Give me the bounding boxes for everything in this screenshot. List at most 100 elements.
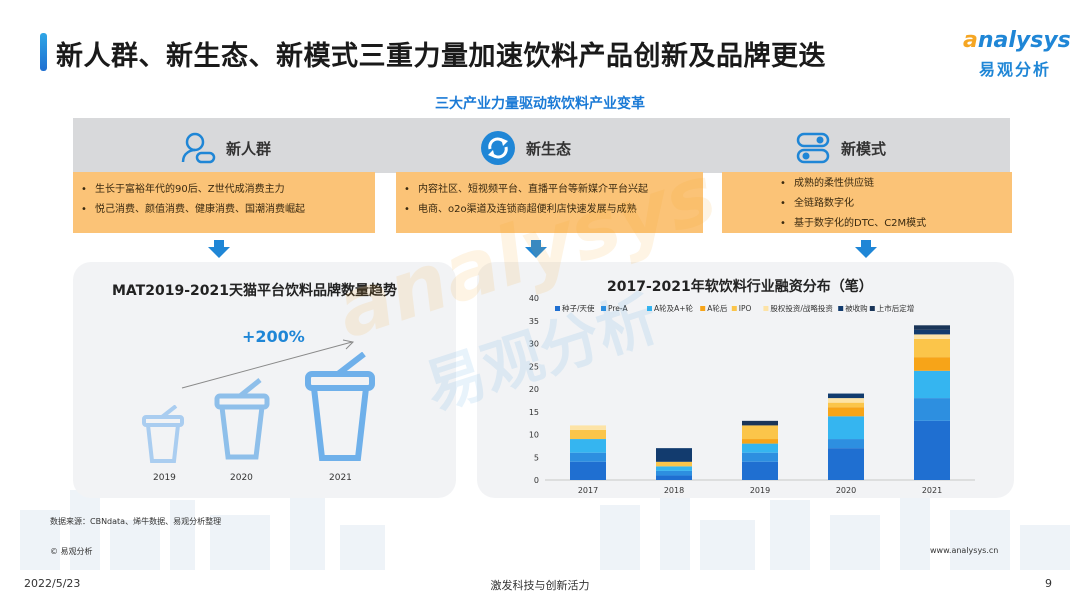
x-tick-label: 2019 xyxy=(750,486,770,495)
bar-segment xyxy=(656,475,692,480)
skyline-background xyxy=(20,485,1070,570)
bar-segment xyxy=(828,398,864,403)
bar-segment xyxy=(742,443,778,453)
list-item: 电商、o2o渠道及连锁商超便利店快速发展与成熟 xyxy=(404,200,703,220)
list-item: 成熟的柔性供应链 xyxy=(780,174,1012,194)
legend-swatch xyxy=(731,306,737,311)
y-tick-label: 35 xyxy=(529,317,539,326)
chart-title: 2017-2021年软饮料行业融资分布（笔） xyxy=(607,279,873,295)
legend-swatch xyxy=(555,306,560,311)
bar-segment xyxy=(828,402,864,408)
bar-segment xyxy=(828,407,864,417)
legend-label: IPO xyxy=(739,304,752,313)
bar-segment xyxy=(828,393,864,399)
logo-wordmark: analysys xyxy=(963,28,1071,53)
column-header-new-ecosystem: 新生态 xyxy=(480,128,571,168)
column-header-new-consumers: 新人群 xyxy=(180,128,271,168)
y-tick-label: 5 xyxy=(534,453,539,462)
down-arrow-icon xyxy=(855,240,877,258)
bar-segment xyxy=(914,398,950,421)
copyright-text: © 易观分析 xyxy=(50,547,93,556)
cup-year-label: 2019 xyxy=(153,473,176,483)
y-tick-label: 40 xyxy=(529,294,539,303)
y-tick-label: 25 xyxy=(529,362,539,371)
y-tick-label: 15 xyxy=(529,408,539,417)
person-icon xyxy=(181,132,216,164)
bar-segment xyxy=(914,338,950,358)
legend-swatch xyxy=(763,306,769,311)
legend-swatch xyxy=(869,306,875,311)
bar-segment xyxy=(570,452,606,462)
legend-label: 上市后定增 xyxy=(877,303,915,313)
footer-slogan: 激发科技与创新活力 xyxy=(490,579,590,592)
bar-segment xyxy=(570,461,606,480)
list-item: 内容社区、短视频平台、直播平台等新媒介平台兴起 xyxy=(404,180,703,200)
column-label: 新人群 xyxy=(226,139,272,158)
column-header-new-models: 新模式 xyxy=(795,128,886,168)
legend-swatch xyxy=(838,306,844,311)
cup-icon-2021 xyxy=(305,352,375,461)
bar-segment xyxy=(656,461,692,467)
legend-swatch xyxy=(601,306,606,311)
y-tick-label: 10 xyxy=(529,431,539,440)
bar-segment xyxy=(656,466,692,471)
legend-label: Pre-A xyxy=(608,304,628,313)
bar-segment xyxy=(742,420,778,426)
logo-cn-text: 易观分析 xyxy=(979,60,1052,79)
down-arrow-icon xyxy=(525,240,547,258)
bar-segment xyxy=(914,329,950,335)
toggle-icon xyxy=(796,132,830,164)
bar-segment xyxy=(914,325,950,330)
legend-label: 股权投资/战略投资 xyxy=(770,303,833,313)
cup-year-label: 2020 xyxy=(230,473,253,483)
section-subtitle: 三大产业力量驱动软饮料产业变革 xyxy=(435,96,645,112)
website-link[interactable]: www.analysys.cn xyxy=(930,546,999,555)
refresh-icon xyxy=(481,131,515,165)
x-tick-label: 2017 xyxy=(578,486,598,495)
legend-label: 被收购 xyxy=(845,303,868,313)
x-tick-label: 2021 xyxy=(922,486,942,495)
bar-segment xyxy=(570,439,606,453)
bar-segment xyxy=(570,429,606,440)
column-label: 新生态 xyxy=(526,139,572,158)
data-source-note: 数据来源：CBNdata、烯牛数据、易观分析整理 xyxy=(50,517,222,526)
legend-label: A轮后 xyxy=(707,303,728,313)
brand-count-panel xyxy=(73,262,456,498)
bar-segment xyxy=(742,425,778,440)
bar-segment xyxy=(828,416,864,440)
column-label: 新模式 xyxy=(841,139,887,158)
footer-date: 2022/5/23 xyxy=(24,577,81,590)
y-tick-label: 0 xyxy=(534,476,539,485)
cup-icon-2019 xyxy=(142,405,184,463)
analysys-logo: analysys 易观分析 xyxy=(955,24,1071,84)
cup-year-label: 2021 xyxy=(329,473,352,483)
bar-segment xyxy=(914,334,950,339)
y-tick-label: 30 xyxy=(529,340,539,349)
list-item: 生长于富裕年代的90后、Z世代成消费主力 xyxy=(81,180,375,200)
bar-segment xyxy=(828,439,864,449)
bar-segment xyxy=(914,357,950,371)
growth-label: +200% xyxy=(242,327,305,346)
down-arrow-icon xyxy=(208,240,230,258)
bar-segment xyxy=(828,448,864,480)
bar-segment xyxy=(914,370,950,399)
bullets-new-consumers: 生长于富裕年代的90后、Z世代成消费主力 悦己消费、颜值消费、健康消费、国潮消费… xyxy=(73,172,375,233)
list-item: 悦己消费、颜值消费、健康消费、国潮消费崛起 xyxy=(81,200,375,220)
page-number: 9 xyxy=(1045,577,1052,590)
page-title: 新人群、新生态、新模式三重力量加速饮料产品创新及品牌更迭 xyxy=(56,41,826,72)
bar-segment xyxy=(742,461,778,480)
growth-arrow-icon xyxy=(181,339,355,389)
legend-swatch xyxy=(700,306,706,311)
brand-count-title: MAT2019-2021天猫平台饮料品牌数量趋势 xyxy=(112,283,397,299)
bar-segment xyxy=(570,425,606,430)
forces-header-band xyxy=(73,118,1010,173)
x-tick-label: 2020 xyxy=(836,486,856,495)
list-item: 基于数字化的DTC、C2M模式 xyxy=(780,214,1012,234)
x-tick-label: 2018 xyxy=(664,486,684,495)
y-tick-label: 20 xyxy=(529,385,539,394)
cup-icon-2020 xyxy=(214,378,270,460)
legend-swatch xyxy=(647,306,652,311)
bar-segment xyxy=(656,470,692,476)
bullets-new-models: 成熟的柔性供应链 全链路数字化 基于数字化的DTC、C2M模式 xyxy=(722,172,1012,234)
bar-segment xyxy=(656,448,692,462)
